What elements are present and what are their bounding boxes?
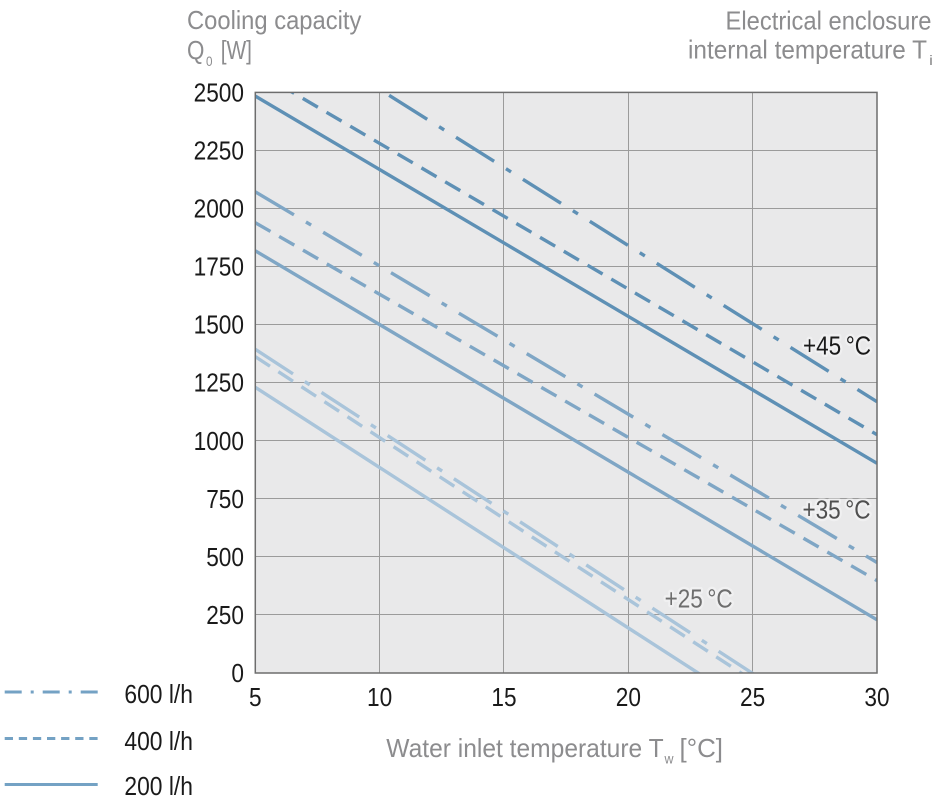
svg-text:1500: 1500 xyxy=(194,310,244,340)
svg-text:Electrical enclosure: Electrical enclosure xyxy=(726,6,932,36)
svg-text:internal temperature T: internal temperature T xyxy=(688,35,927,65)
svg-text:400 l/h: 400 l/h xyxy=(124,726,193,756)
svg-text:i: i xyxy=(929,52,933,68)
svg-text:[°C]: [°C] xyxy=(680,733,724,763)
svg-text:+35 °C: +35 °C xyxy=(803,495,871,525)
svg-text:Water inlet temperature T: Water inlet temperature T xyxy=(386,733,663,763)
svg-text:25: 25 xyxy=(740,682,765,712)
svg-text:[W]: [W] xyxy=(221,35,252,65)
svg-text:500: 500 xyxy=(206,542,244,572)
svg-text:10: 10 xyxy=(367,682,392,712)
svg-text:w: w xyxy=(664,751,675,767)
svg-text:250: 250 xyxy=(206,600,244,630)
svg-text:0: 0 xyxy=(231,658,244,688)
svg-text:1750: 1750 xyxy=(194,252,244,282)
svg-text:2250: 2250 xyxy=(194,135,244,165)
svg-text:2000: 2000 xyxy=(194,194,244,224)
svg-text:15: 15 xyxy=(491,682,516,712)
svg-text:1250: 1250 xyxy=(194,368,244,398)
svg-text:5: 5 xyxy=(249,682,262,712)
svg-text:1000: 1000 xyxy=(194,426,244,456)
svg-text:0: 0 xyxy=(206,53,213,69)
svg-text:+25 °C: +25 °C xyxy=(665,584,733,614)
svg-text:2500: 2500 xyxy=(194,77,244,107)
svg-text:20: 20 xyxy=(616,682,641,712)
svg-text:750: 750 xyxy=(206,484,244,514)
svg-text:30: 30 xyxy=(864,682,889,712)
svg-text:200 l/h: 200 l/h xyxy=(124,771,193,798)
svg-text:+45 °C: +45 °C xyxy=(803,331,871,361)
svg-text:Cooling capacity: Cooling capacity xyxy=(187,5,361,35)
svg-text:600 l/h: 600 l/h xyxy=(124,679,193,709)
svg-text:Q: Q xyxy=(187,35,204,65)
